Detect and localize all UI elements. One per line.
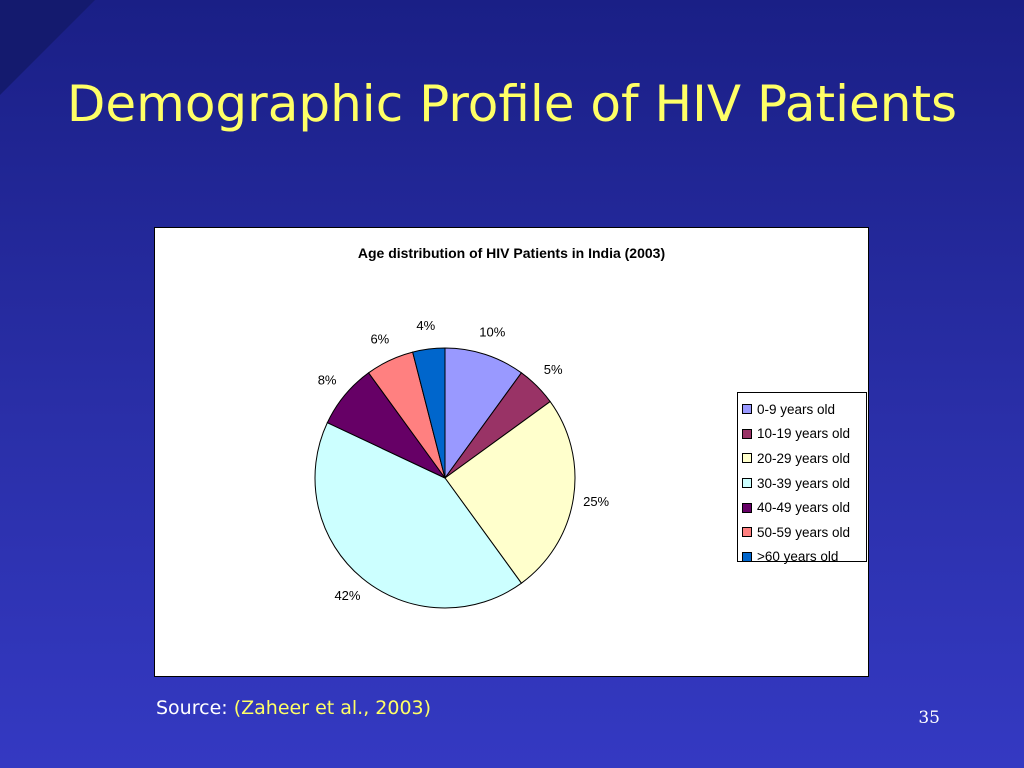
- legend-swatch: [742, 551, 752, 562]
- source-label: Source:: [156, 697, 228, 719]
- legend-label: >60 years old: [757, 549, 839, 565]
- chart-title: Age distribution of HIV Patients in Indi…: [357, 245, 666, 261]
- pie-data-label-1: 5%: [544, 362, 563, 377]
- legend-swatch: [742, 404, 752, 415]
- legend-item-5: 50-59 years old: [742, 520, 866, 545]
- legend-label: 30-39 years old: [757, 475, 851, 491]
- pie-data-label-5: 6%: [370, 332, 389, 347]
- pie-slice-2: [444, 400, 576, 584]
- chart-legend: 0-9 years old 10-19 years old 20-29 years …: [737, 392, 867, 564]
- pie-chart: 10% 5% 25% 42% 8% 6% 4%: [314, 318, 610, 609]
- legend-label: 40-49 years old: [757, 500, 851, 516]
- pie-data-label-4: 8%: [318, 372, 337, 387]
- legend-item-1: 10-19 years old: [742, 422, 866, 447]
- pie-data-label-3: 42%: [334, 588, 360, 603]
- pie-data-label-2: 25%: [583, 494, 609, 509]
- pie-data-label-0: 10%: [479, 324, 505, 339]
- legend-label: 20-29 years old: [757, 450, 851, 466]
- slide-title: Demographic Profile of HIV Patients: [66, 75, 958, 133]
- pie-data-label-6: 4%: [416, 318, 435, 333]
- chart-area: Age distribution of HIV Patients in Indi…: [154, 227, 869, 677]
- legend-swatch: [742, 428, 752, 439]
- legend-item-2: 20-29 years old: [742, 446, 866, 471]
- legend-item-0: 0-9 years old: [742, 397, 866, 422]
- source-citation: (Zaheer et al., 2003): [233, 697, 432, 719]
- legend-swatch: [742, 478, 752, 489]
- source-note: Source: (Zaheer et al., 2003): [156, 697, 431, 719]
- legend-label: 10-19 years old: [757, 426, 851, 442]
- legend-swatch: [742, 502, 752, 513]
- pie-slice-6: [412, 347, 446, 479]
- corner-decoration: [0, 0, 95, 95]
- legend-item-3: 30-39 years old: [742, 471, 866, 496]
- legend-swatch: [742, 527, 752, 538]
- pie-slice-3: [314, 421, 523, 609]
- legend-label: 50-59 years old: [757, 524, 851, 540]
- legend-item-6: >60 years old: [742, 545, 866, 570]
- legend-item-4: 40-49 years old: [742, 495, 866, 520]
- legend-label: 0-9 years old: [757, 401, 836, 417]
- page-number: 35: [918, 708, 940, 728]
- legend-swatch: [742, 453, 752, 464]
- pie-slice-0: [444, 347, 523, 480]
